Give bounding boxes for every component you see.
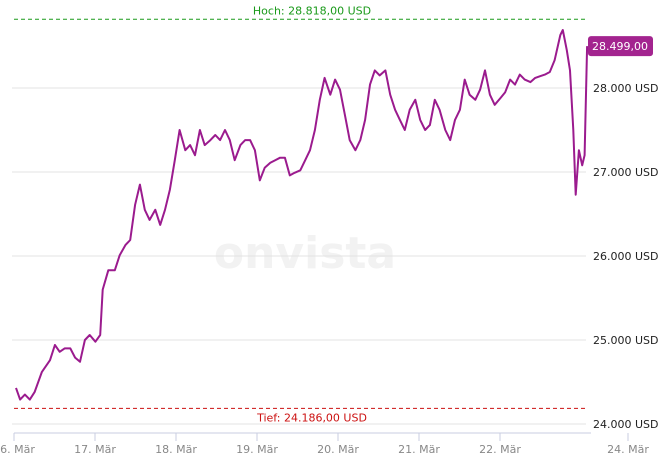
y-tick-label: 25.000 USD	[593, 334, 659, 347]
x-tick-label: 17. Mär	[74, 443, 116, 456]
low-label: Tief: 24.186,00 USD	[256, 411, 367, 424]
x-tick-label: 19. Mär	[236, 443, 278, 456]
x-tick-label: 22. Mär	[479, 443, 521, 456]
price-line	[15, 29, 589, 401]
last-price-label: 28.499,00	[592, 40, 648, 53]
watermark-logo: onvista	[214, 228, 396, 279]
x-tick-label: 21. Mär	[398, 443, 440, 456]
last-price-badge	[588, 36, 653, 57]
y-tick-label: 26.000 USD	[593, 250, 659, 263]
x-tick-label: 24. Mär	[607, 443, 649, 456]
y-tick-label: 28.000 USD	[593, 82, 659, 95]
x-tick-label: 18. Mär	[155, 443, 197, 456]
x-tick-label: 20. Mär	[317, 443, 359, 456]
high-label: Hoch: 28.818,00 USD	[253, 4, 371, 17]
y-tick-label: 24.000 USD	[593, 418, 659, 431]
x-tick-label: 16. Mär	[0, 443, 35, 456]
y-tick-label: 27.000 USD	[593, 166, 659, 179]
